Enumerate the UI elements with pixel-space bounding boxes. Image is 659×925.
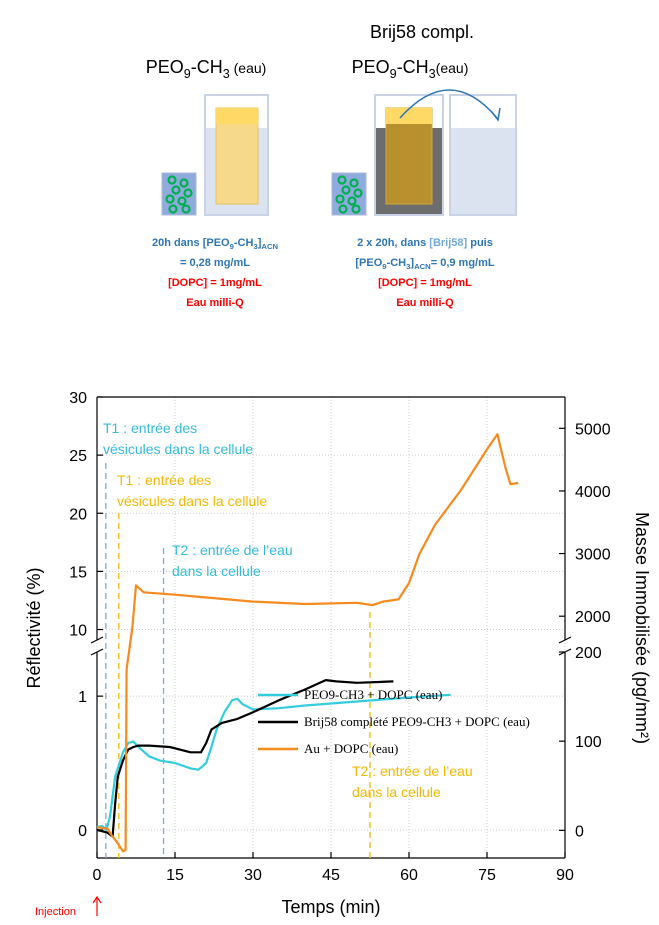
t: [Brij58]	[429, 237, 467, 249]
annotation: vésicules dans la cellule	[103, 441, 253, 457]
x-tick-label: 30	[244, 867, 262, 884]
y2-tick-label: 0	[575, 823, 584, 840]
injection-arrow	[92, 895, 102, 916]
y-tick-label: 25	[69, 448, 87, 465]
caption: 2 x 20h, dans [Brij58] puis	[357, 237, 493, 249]
y-tick-label: 30	[69, 390, 87, 407]
x-tick-label: 60	[400, 867, 418, 884]
t: 3	[429, 67, 436, 81]
t: 3	[223, 67, 230, 81]
x-tick-label: 90	[556, 867, 574, 884]
t: ACN	[414, 262, 431, 271]
y-tick-label: 0	[78, 823, 87, 840]
y-axis-title: Réflectivité (%)	[24, 567, 44, 688]
series-line	[96, 433, 519, 853]
caption: [DOPC] = 1mg/mL	[378, 277, 472, 289]
x-axis-title: Temps (min)	[281, 897, 380, 917]
caption: 20h dans [PEO9-CH3]ACN	[152, 237, 279, 251]
legend-label: Au + DOPC (eau)	[304, 741, 398, 756]
t: 9	[382, 262, 386, 271]
schematic-title: Brij58 compl.	[370, 22, 474, 42]
t: -CH	[397, 57, 429, 77]
annotation: vésicules dans la cellule	[117, 493, 267, 509]
annotation: T1 : entrée des	[103, 420, 197, 436]
t: = 0,9 mg/mL	[431, 257, 495, 269]
injection-label: Injection	[35, 906, 76, 918]
t: (eau)	[436, 60, 469, 76]
y2-tick-label: 200	[575, 645, 602, 662]
x-tick-label: 45	[322, 867, 340, 884]
annotation: dans la cellule	[172, 563, 261, 579]
x-tick-label: 15	[166, 867, 184, 884]
series-line	[96, 679, 394, 838]
y2-tick-label: 4000	[575, 484, 611, 501]
caption: = 0,28 mg/mL	[180, 257, 250, 269]
caption: Eau milli-Q	[396, 297, 454, 309]
x-tick-label: 75	[478, 867, 496, 884]
axis-break	[90, 648, 104, 656]
t: [PEO	[355, 257, 382, 269]
y2-tick-label: 100	[575, 734, 602, 751]
caption: [DOPC] = 1mg/mL	[168, 277, 262, 289]
beakers-left	[161, 94, 269, 216]
y-tick-label: 20	[69, 506, 87, 523]
t: ]	[258, 237, 262, 249]
annotation: T2 : entrée de l’eau	[352, 763, 473, 779]
legend-label: Brij58 complété PEO9-CH3 + DOPC (eau)	[304, 714, 530, 729]
t: -CH	[234, 237, 254, 249]
legend-label: PEO9-CH3 + DOPC (eau)	[304, 687, 442, 702]
y2-axis-title: Masse Immobilisée (pg/mm²)	[632, 512, 652, 744]
y-tick-label: 10	[69, 623, 87, 640]
t: -CH	[191, 57, 223, 77]
t: -CH	[387, 257, 407, 269]
annotation: dans la cellule	[352, 784, 441, 800]
annotation: T1 : entrée des	[117, 472, 211, 488]
t: PEO	[146, 57, 184, 77]
schematic-title: PEO9-CH3 (eau)	[146, 57, 267, 81]
y-tick-label: 15	[69, 564, 87, 581]
t: 3	[406, 262, 410, 271]
t: 9	[230, 242, 234, 251]
caption: [PEO9-CH3]ACN= 0,9 mg/mL	[355, 257, 495, 271]
t: 2 x 20h, dans	[357, 237, 429, 249]
y-tick-label: 1	[78, 689, 87, 706]
axis-break	[558, 636, 572, 644]
t: puis	[467, 237, 493, 249]
t: 9	[184, 67, 191, 81]
t: 3	[253, 242, 257, 251]
t: ]	[410, 257, 414, 269]
series-line	[96, 693, 451, 831]
t: PEO	[352, 57, 390, 77]
t: (eau)	[230, 60, 267, 76]
t: 9	[390, 67, 397, 81]
t: ACN	[261, 242, 278, 251]
y2-tick-label: 5000	[575, 421, 611, 438]
t: 20h dans [PEO	[152, 237, 230, 249]
x-tick-label: 0	[93, 867, 102, 884]
y2-tick-label: 2000	[575, 609, 611, 626]
annotation: T2 : entrée de l’eau	[172, 542, 293, 558]
schematic-title: PEO9-CH3(eau)	[352, 57, 469, 81]
caption: Eau milli-Q	[186, 297, 244, 309]
axis-break	[90, 636, 104, 644]
y2-tick-label: 3000	[575, 547, 611, 564]
beakers-right	[331, 89, 517, 216]
